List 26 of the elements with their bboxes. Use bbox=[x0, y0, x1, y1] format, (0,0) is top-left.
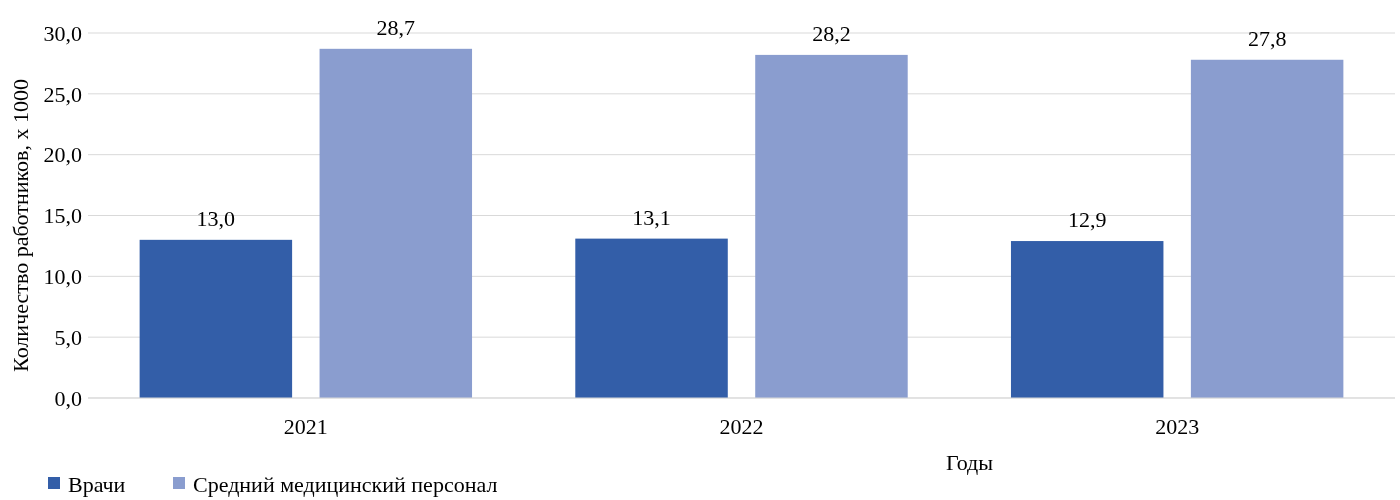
bar bbox=[1010, 241, 1164, 398]
y-axis-title: Количество работников, х 1000 bbox=[8, 79, 33, 372]
y-tick-label: 25,0 bbox=[43, 81, 82, 107]
data-label: 28,7 bbox=[376, 14, 416, 40]
x-tick-label: 2021 bbox=[283, 414, 328, 439]
y-tick-label: 10,0 bbox=[43, 264, 82, 290]
data-label: 13,1 bbox=[632, 204, 671, 230]
y-tick-label: 5,0 bbox=[54, 324, 82, 350]
legend-label: Врачи bbox=[68, 471, 126, 497]
x-tick-label: 2022 bbox=[719, 414, 764, 439]
y-tick-label: 0,0 bbox=[54, 385, 82, 411]
legend-label: Средний медицинский персонал bbox=[193, 471, 498, 497]
bar bbox=[139, 239, 293, 398]
data-label: 28,2 bbox=[812, 20, 851, 46]
data-label: 12,9 bbox=[1067, 207, 1107, 233]
bar bbox=[1190, 59, 1344, 398]
y-tick-label: 20,0 bbox=[43, 142, 82, 168]
bar bbox=[755, 54, 908, 398]
y-tick-label: 15,0 bbox=[43, 203, 82, 229]
data-label: 13,0 bbox=[196, 205, 236, 231]
x-tick-label: 2023 bbox=[1155, 414, 1200, 439]
y-tick-label: 30,0 bbox=[43, 20, 82, 46]
bar bbox=[319, 48, 473, 398]
x-axis-title: Годы bbox=[945, 450, 994, 475]
bar bbox=[575, 238, 728, 398]
data-label: 27,8 bbox=[1247, 25, 1287, 51]
